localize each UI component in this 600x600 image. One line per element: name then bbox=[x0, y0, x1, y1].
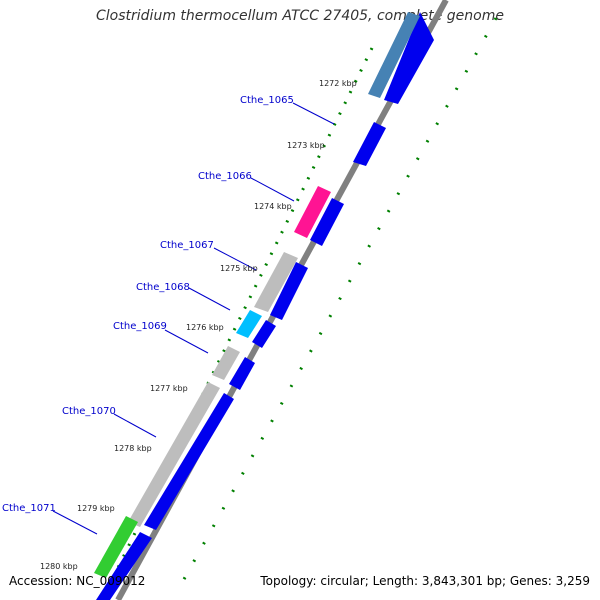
gene-steelblue[interactable] bbox=[368, 12, 420, 98]
cds-forward[interactable] bbox=[252, 320, 276, 348]
kbp-label: 1278 kbp bbox=[114, 444, 152, 453]
gene-label[interactable]: Cthe_1066 bbox=[198, 171, 252, 182]
forward-cds-track bbox=[96, 12, 434, 600]
gene-cthe-1067[interactable] bbox=[254, 252, 298, 312]
connector-cthe-1067 bbox=[213, 247, 257, 271]
map-title: Clostridium thermocellum ATCC 27405, com… bbox=[96, 8, 504, 24]
connector-cthe-1066 bbox=[250, 177, 295, 202]
gene-label[interactable]: Cthe_1067 bbox=[160, 240, 214, 251]
kbp-label: 1279 kbp bbox=[77, 504, 115, 513]
kbp-label: 1277 kbp bbox=[150, 384, 188, 393]
kbp-label: 1273 kbp bbox=[287, 141, 325, 150]
gene-label[interactable]: Cthe_1065 bbox=[240, 95, 294, 106]
gene-name-labels: Cthe_1065 Cthe_1066 Cthe_1067 Cthe_1068 … bbox=[2, 95, 294, 514]
gene-cthe-1068[interactable] bbox=[236, 310, 262, 338]
kbp-label: 1276 kbp bbox=[186, 323, 224, 332]
gene-cthe-1066[interactable] bbox=[294, 186, 331, 238]
gene-label[interactable]: Cthe_1069 bbox=[113, 321, 167, 332]
connector-cthe-1071 bbox=[52, 510, 98, 535]
tick-line-outer bbox=[176, 17, 498, 591]
gene-label[interactable]: Cthe_1070 bbox=[62, 406, 116, 417]
connector-cthe-1065 bbox=[292, 102, 335, 125]
cds-forward[interactable] bbox=[270, 262, 308, 320]
kbp-label: 1275 kbp bbox=[220, 264, 258, 273]
cds-forward[interactable] bbox=[310, 198, 344, 246]
connector-cthe-1070 bbox=[113, 413, 157, 438]
cds-forward[interactable] bbox=[229, 357, 255, 390]
gene-label[interactable]: Cthe_1071 bbox=[2, 503, 56, 514]
kbp-label: 1272 kbp bbox=[319, 79, 357, 88]
gene-track bbox=[94, 12, 420, 578]
kbp-label: 1280 kbp bbox=[40, 562, 78, 571]
kbp-label: 1274 kbp bbox=[254, 202, 292, 211]
cds-forward[interactable] bbox=[384, 12, 434, 104]
cds-forward[interactable] bbox=[96, 532, 152, 600]
kbp-labels: 1272 kbp 1273 kbp 1274 kbp 1275 kbp 1276… bbox=[40, 79, 357, 571]
gene-label[interactable]: Cthe_1068 bbox=[136, 282, 190, 293]
cds-forward[interactable] bbox=[144, 393, 234, 530]
gene-cthe-1069[interactable] bbox=[212, 346, 240, 380]
summary-text: Topology: circular; Length: 3,843,301 bp… bbox=[260, 574, 590, 588]
label-connectors bbox=[52, 102, 335, 535]
accession-text: Accession: NC_009012 bbox=[9, 574, 146, 588]
connector-cthe-1069 bbox=[164, 329, 209, 354]
gene-cthe-1070[interactable] bbox=[128, 382, 220, 527]
cds-forward[interactable] bbox=[353, 122, 386, 166]
gene-cthe-1071[interactable] bbox=[94, 516, 138, 578]
connector-cthe-1068 bbox=[188, 287, 231, 311]
